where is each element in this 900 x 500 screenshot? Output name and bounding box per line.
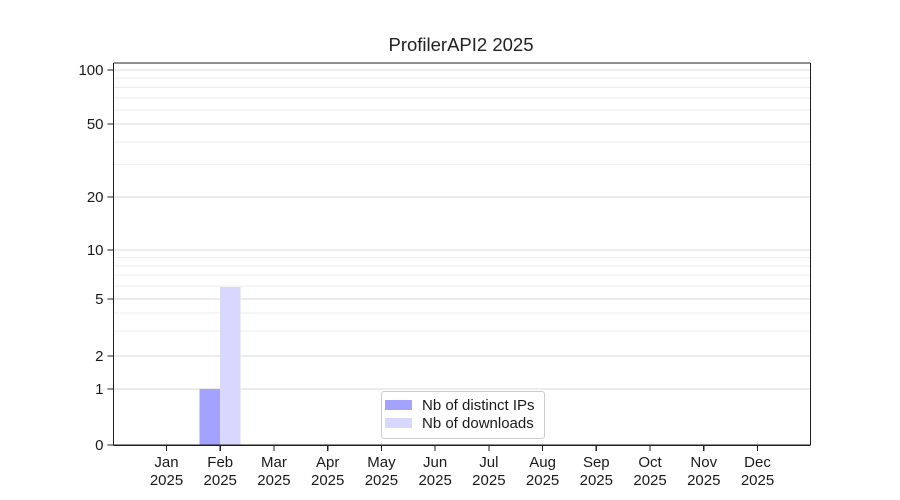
svg-text:2025: 2025 <box>687 472 720 489</box>
svg-text:Jul: Jul <box>479 454 498 471</box>
svg-text:2025: 2025 <box>633 472 666 489</box>
svg-text:Mar: Mar <box>261 454 287 471</box>
svg-text:50: 50 <box>87 116 104 133</box>
svg-text:2025: 2025 <box>741 472 774 489</box>
svg-text:10: 10 <box>87 242 104 259</box>
svg-text:2025: 2025 <box>204 472 237 489</box>
svg-text:2025: 2025 <box>150 472 183 489</box>
svg-text:1: 1 <box>95 381 103 398</box>
svg-text:2025: 2025 <box>418 472 451 489</box>
svg-text:2025: 2025 <box>580 472 613 489</box>
svg-text:2025: 2025 <box>311 472 344 489</box>
svg-text:2025: 2025 <box>526 472 559 489</box>
svg-text:2025: 2025 <box>365 472 398 489</box>
svg-text:2: 2 <box>95 348 103 365</box>
svg-text:Oct: Oct <box>638 454 662 471</box>
svg-text:5: 5 <box>95 291 103 308</box>
svg-text:Apr: Apr <box>316 454 339 471</box>
svg-text:Dec: Dec <box>744 454 771 471</box>
svg-text:Nov: Nov <box>690 454 717 471</box>
svg-text:20: 20 <box>87 189 104 206</box>
svg-text:Sep: Sep <box>583 454 610 471</box>
svg-text:100: 100 <box>78 62 103 79</box>
svg-text:2025: 2025 <box>472 472 505 489</box>
svg-text:2025: 2025 <box>257 472 290 489</box>
svg-text:Jan: Jan <box>154 454 178 471</box>
svg-text:Aug: Aug <box>529 454 556 471</box>
svg-text:Jun: Jun <box>423 454 447 471</box>
svg-text:0: 0 <box>95 437 103 454</box>
svg-text:Feb: Feb <box>207 454 233 471</box>
svg-text:May: May <box>367 454 396 471</box>
